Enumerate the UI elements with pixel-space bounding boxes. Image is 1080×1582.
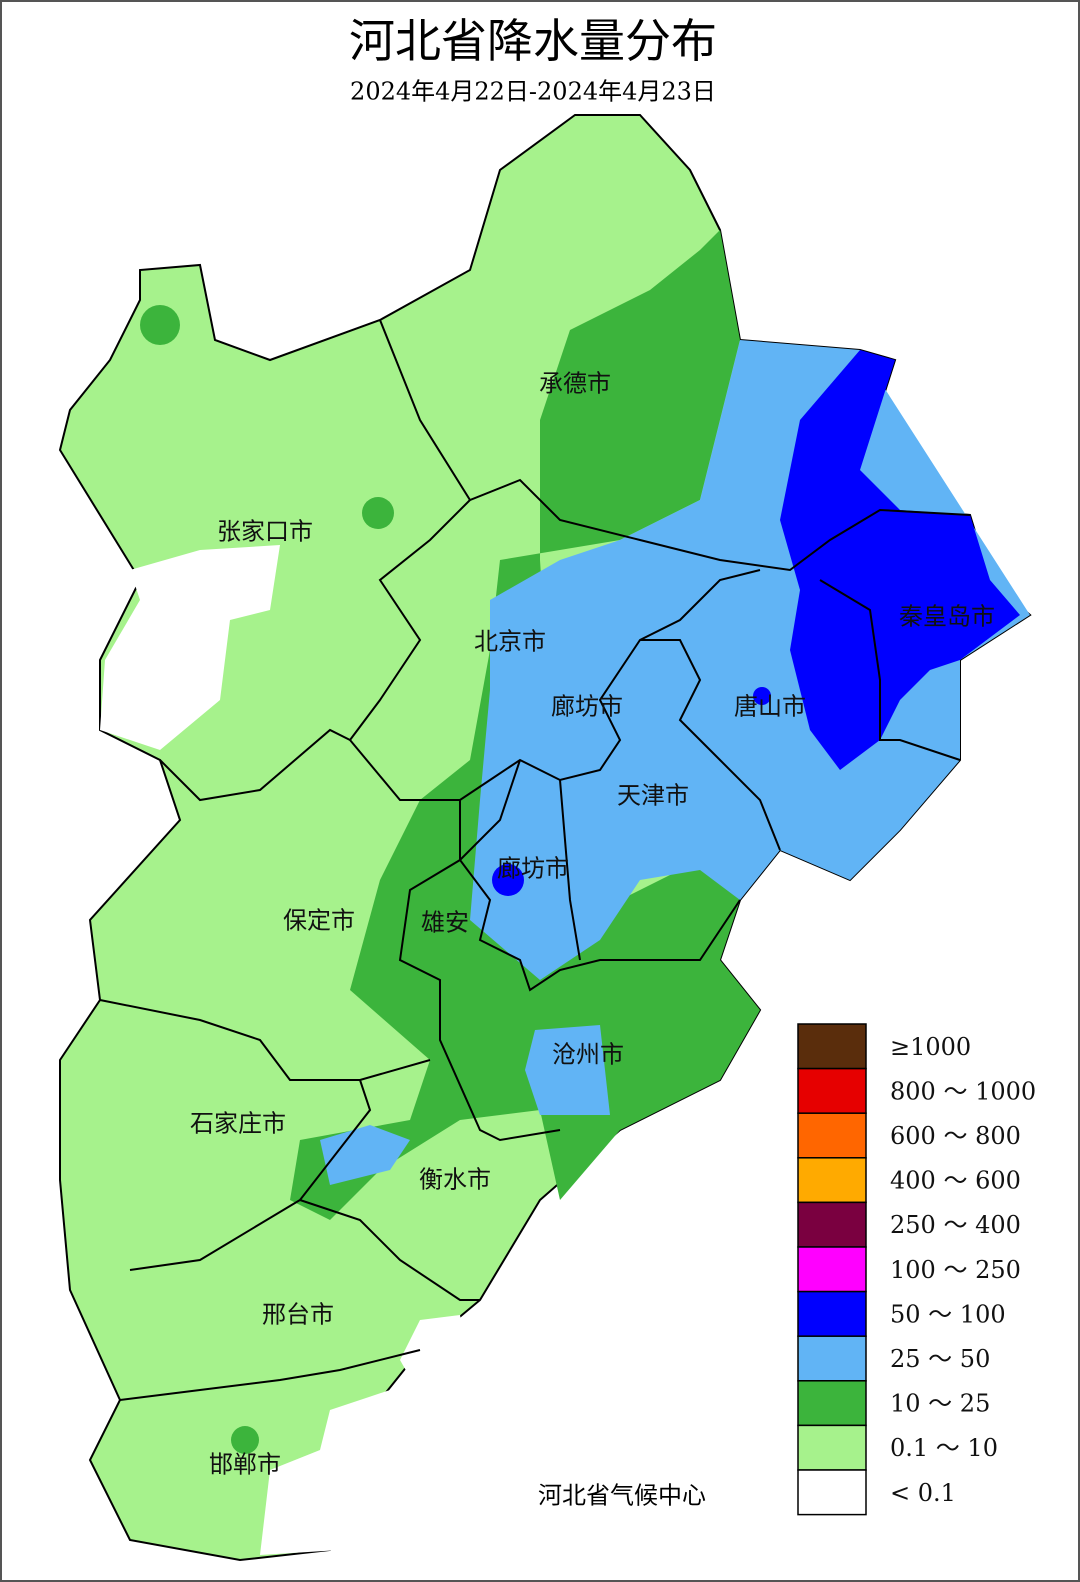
heavy-rain-area [320,1125,410,1185]
legend-swatch [797,1335,867,1382]
legend: ≥1000 800 ～ 1000 600 ～ 800 400 ～ 600 250 ～ 4… [797,1023,1036,1516]
legend-swatch [797,1469,867,1516]
city-label: 雄安 [421,909,469,937]
moderate-rain-area [231,1426,259,1454]
city-label: 承德市 [539,370,611,398]
legend-label: 600 ～ 800 [890,1122,1021,1150]
legend-swatch [797,1201,867,1248]
city-label: 石家庄市 [190,1110,286,1138]
title: 河北省降水量分布 [349,14,717,68]
storm-area [753,687,771,705]
city-label: 北京市 [474,628,546,656]
map [58,114,1032,1562]
legend-label: 0.1 ～ 10 [890,1434,998,1462]
legend-swatch [797,1380,867,1427]
legend-swatch [797,1290,867,1337]
city-label: 廊坊市 [497,855,569,883]
legend-swatch [797,1112,867,1159]
city-borders [99,319,971,1401]
legend-swatch [797,1067,867,1114]
legend-label: 10 ～ 25 [890,1390,990,1418]
city-label: 唐山市 [734,693,806,721]
credit: 河北省气候中心 [538,1482,706,1510]
legend-swatch [797,1246,867,1293]
city-label: 邢台市 [262,1301,334,1329]
legend-label: 250 ～ 400 [890,1211,1021,1239]
legend-label: ≥1000 [890,1033,971,1061]
city-label: 保定市 [283,907,355,935]
moderate-rain-area [140,305,180,345]
city-label: 秦皇岛市 [899,603,995,631]
city-label: 张家口市 [217,518,313,546]
legend-label: 50 ～ 100 [890,1300,1006,1328]
city-label: 衡水市 [419,1166,491,1194]
legend-label: 800 ～ 1000 [890,1077,1036,1105]
dry-area [260,1390,420,1555]
dry-area [400,1315,470,1395]
moderate-rain-area [362,497,394,529]
city-label: 天津市 [617,782,689,810]
legend-swatch [797,1424,867,1471]
legend-swatch [797,1157,867,1204]
city-label: 沧州市 [552,1041,624,1069]
storm-area [780,350,1020,770]
legend-label: < 0.1 [890,1479,956,1507]
city-label: 廊坊市 [551,693,623,721]
legend-label: 25 ～ 50 [890,1345,990,1373]
dry-area [100,545,280,750]
city-label: 邯郸市 [209,1451,281,1479]
legend-label: 400 ～ 600 [890,1167,1021,1195]
subtitle: 2024年4月22日-2024年4月23日 [350,78,716,106]
storm-area [492,864,524,896]
legend-label: 100 ～ 250 [890,1256,1021,1284]
heavy-rain-area [525,1025,610,1115]
legend-swatch [797,1023,867,1070]
